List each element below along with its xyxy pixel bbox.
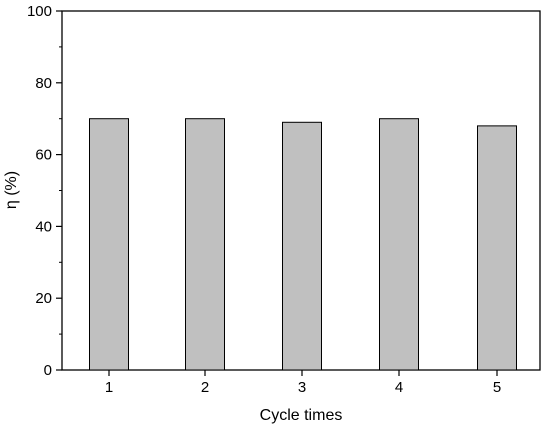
y-tick-label: 40 [35, 218, 52, 235]
x-axis-title: Cycle times [260, 407, 343, 424]
y-tick-label: 0 [44, 362, 52, 379]
y-tick-label: 60 [35, 147, 52, 164]
x-tick-label: 2 [201, 379, 209, 396]
bar-cycle-3 [282, 121, 322, 371]
bar-cycle-5 [477, 125, 517, 371]
y-tick-label: 100 [27, 3, 52, 20]
bar-cycle-4 [379, 118, 419, 371]
bars-group [89, 118, 517, 371]
y-axis-title: η (%) [3, 171, 20, 209]
x-tick-label: 1 [105, 379, 113, 396]
bar-cycle-1 [89, 118, 129, 371]
x-axis-ticks: 1 2 3 4 5 [105, 370, 501, 396]
x-tick-label: 5 [493, 379, 501, 396]
y-tick-label: 80 [35, 75, 52, 92]
x-tick-label: 4 [395, 379, 403, 396]
y-axis-ticks: 0 20 40 60 80 100 [27, 3, 62, 379]
x-tick-label: 3 [298, 379, 306, 396]
y-tick-label: 20 [35, 290, 52, 307]
bar-cycle-2 [185, 118, 225, 371]
